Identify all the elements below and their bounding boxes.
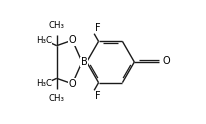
Text: O: O	[69, 79, 76, 89]
Text: CH₃: CH₃	[49, 94, 65, 103]
Text: O: O	[69, 35, 76, 45]
Text: F: F	[95, 91, 101, 101]
Text: H₃C: H₃C	[36, 79, 52, 88]
Text: CH₃: CH₃	[49, 21, 65, 30]
Text: B: B	[81, 57, 87, 67]
Text: F: F	[95, 23, 101, 33]
Text: H₃C: H₃C	[36, 36, 52, 45]
Text: O: O	[162, 56, 170, 66]
